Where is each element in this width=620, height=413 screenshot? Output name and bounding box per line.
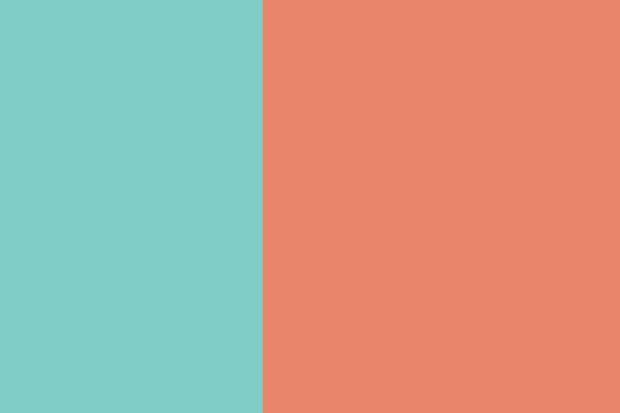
Bar xyxy=(0,0,263,413)
Bar xyxy=(263,0,620,413)
